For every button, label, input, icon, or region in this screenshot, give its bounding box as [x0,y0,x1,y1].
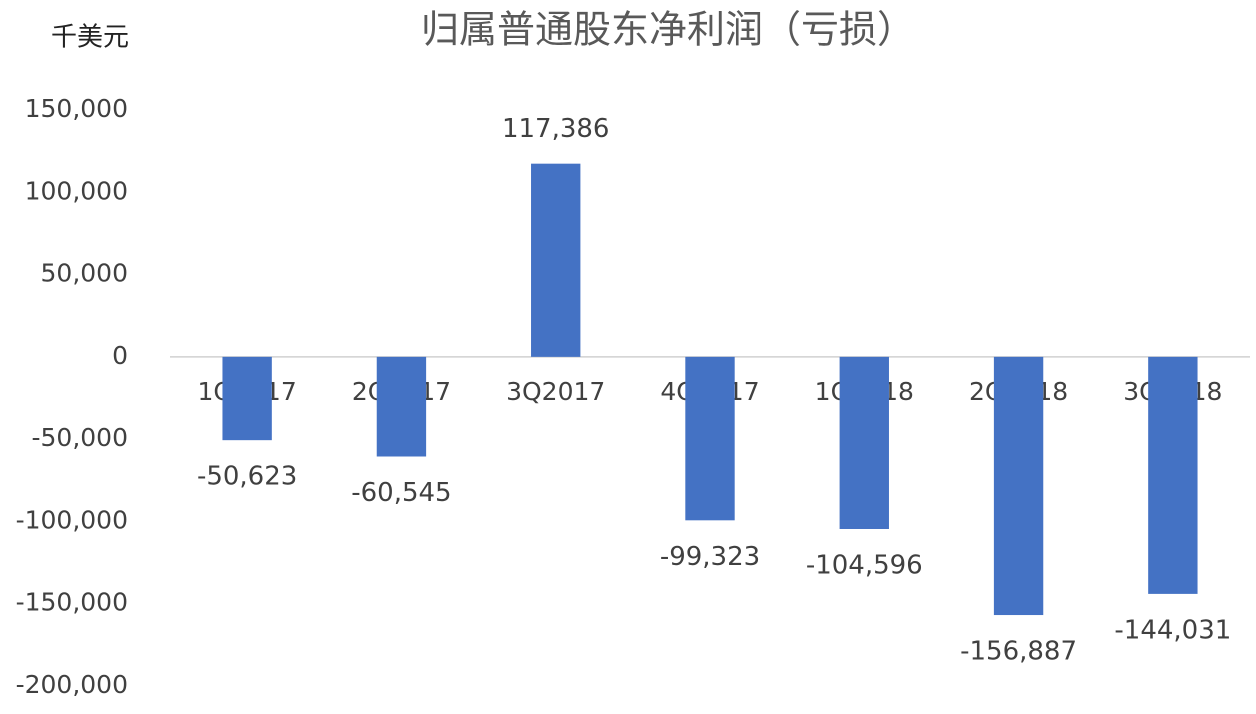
y-tick-label: -200,000 [16,670,128,699]
data-label: -156,887 [960,637,1077,667]
data-label: -99,323 [660,542,760,572]
y-tick-label: 100,000 [25,176,128,205]
bar [839,356,889,529]
bar [685,356,735,521]
chart-title: 归属普通股东净利润（亏损） [421,8,915,52]
y-tick-label: 150,000 [25,94,128,123]
y-tick-label: -50,000 [32,423,129,452]
bar [1148,356,1198,594]
y-tick-label: 0 [112,341,128,370]
x-tick-label: 3Q2017 [506,377,605,406]
bar [531,163,581,357]
y-tick-label: 50,000 [41,259,128,288]
bar [376,356,427,457]
data-label: 117,386 [502,114,610,144]
data-label: -144,031 [1114,615,1231,645]
y-tick-label: -100,000 [16,505,128,534]
y-tick-label: -150,000 [16,588,128,617]
data-label: -60,545 [351,478,451,508]
data-label: -104,596 [806,550,923,580]
bar [993,356,1044,616]
data-label: -50,623 [197,462,297,492]
y-axis-unit: 千美元 [51,23,129,53]
bar [222,356,272,441]
